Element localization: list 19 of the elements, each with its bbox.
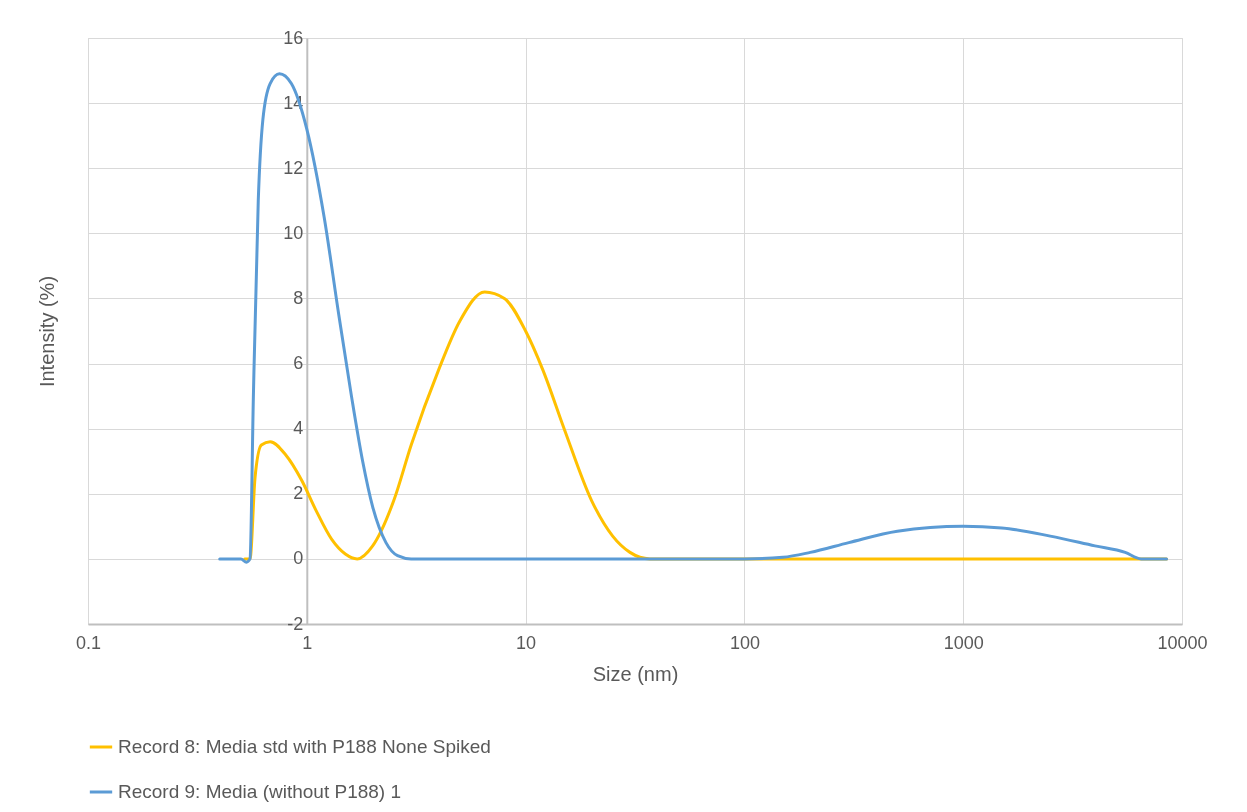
y-axis-title: Intensity (%) [36, 275, 59, 388]
y-tick-label: 16 [283, 27, 304, 48]
y-tick-label: 10 [283, 222, 304, 243]
legend-label: Record 9: Media (without P188) 1 [118, 781, 402, 802]
y-tick-label: 4 [293, 418, 304, 439]
y-tick-label: 6 [293, 353, 304, 374]
x-tick-label: 10000 [1157, 632, 1208, 653]
y-tick-label: 0 [293, 548, 304, 569]
x-tick-label: 10 [516, 632, 537, 653]
legend-label: Record 8: Media std with P188 None Spiked [118, 736, 491, 757]
x-tick-label: 1 [302, 632, 313, 653]
x-tick-label: 0.1 [75, 632, 102, 653]
x-axis-title: Size (nm) [592, 662, 679, 685]
y-tick-label: -2 [287, 613, 304, 634]
y-tick-label: 8 [293, 287, 304, 308]
y-tick-label: 12 [283, 157, 304, 178]
y-tick-label: 2 [293, 483, 304, 504]
x-tick-label: 1000 [943, 632, 984, 653]
x-tick-label: 100 [729, 632, 760, 653]
